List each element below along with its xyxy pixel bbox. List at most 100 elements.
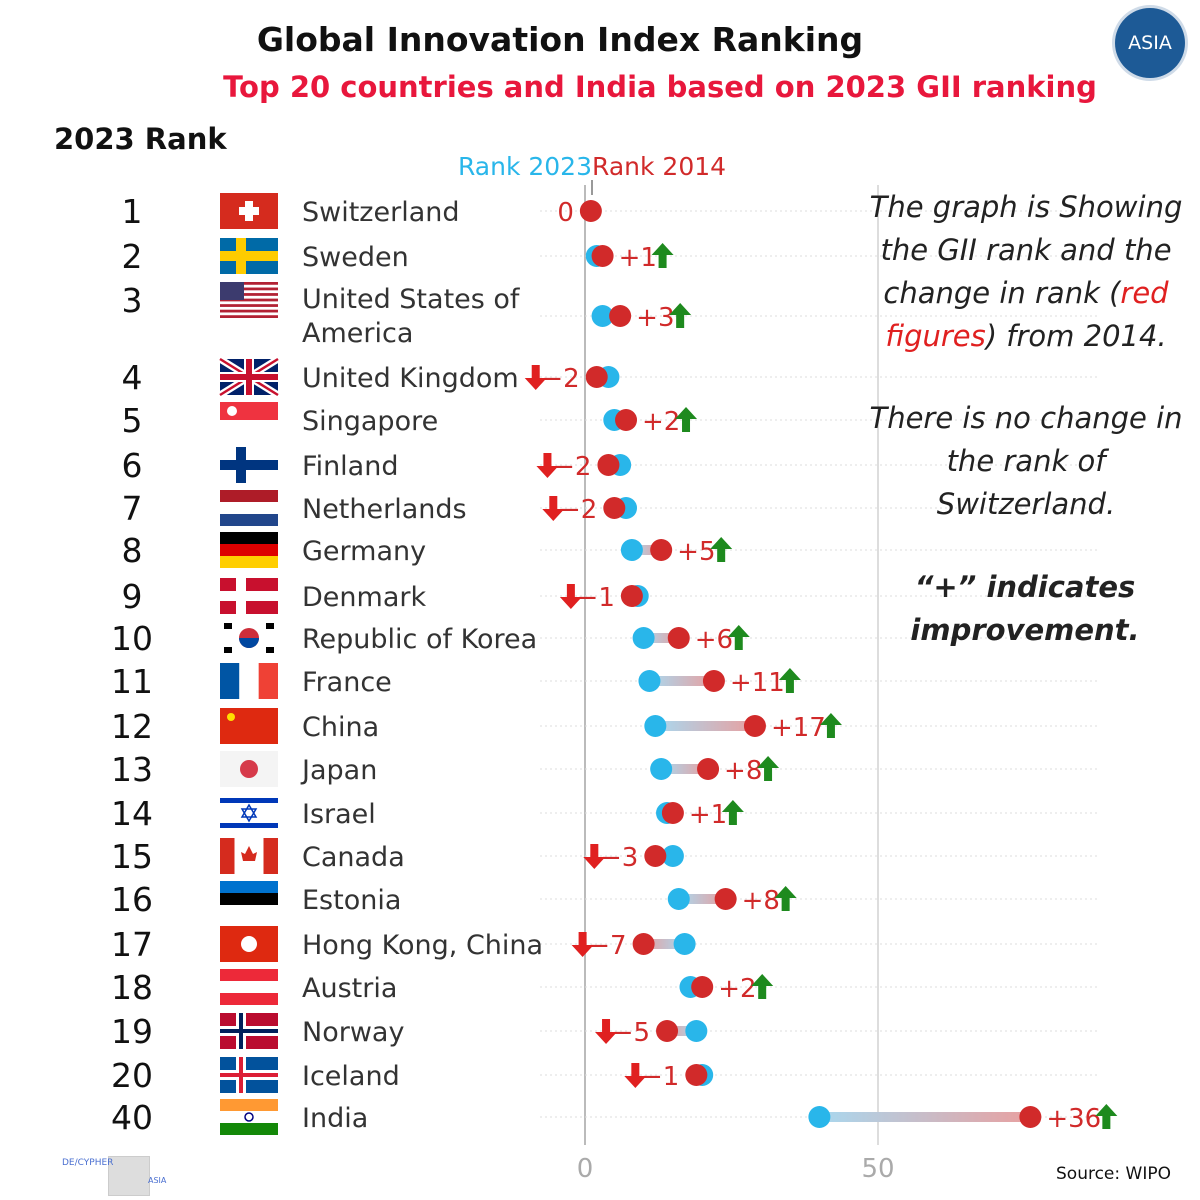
flag-part xyxy=(239,663,259,699)
flag-part xyxy=(258,663,278,699)
arrow-up-icon xyxy=(669,303,692,328)
change-label: +2 xyxy=(718,974,756,1004)
country-label: United Kingdom xyxy=(302,363,519,394)
country-label: Sweden xyxy=(302,242,409,273)
flag-part xyxy=(239,207,259,215)
rank-header: 2023 Rank xyxy=(54,122,227,156)
flag-part xyxy=(240,760,258,778)
flag-part xyxy=(220,838,235,874)
rank-label: 14 xyxy=(111,794,153,833)
rank-2023-dot xyxy=(667,888,690,910)
flag-part xyxy=(220,420,278,438)
flag-norway xyxy=(220,1013,278,1049)
flag-part xyxy=(220,298,278,302)
rank-2023-dot xyxy=(591,305,614,327)
rank-2023-dot xyxy=(808,1106,831,1128)
change-label: −1 xyxy=(641,1062,679,1092)
change-label: −5 xyxy=(612,1018,650,1048)
flag-part xyxy=(239,638,259,648)
change-label: +6 xyxy=(695,625,733,655)
arrow-up-icon xyxy=(710,537,733,562)
change-label: −3 xyxy=(600,843,638,873)
change-label: +3 xyxy=(636,303,674,333)
rank-label: 1 xyxy=(122,192,143,231)
arrow-up-icon xyxy=(819,713,842,738)
country-label: Canada xyxy=(302,842,405,873)
flag-part xyxy=(220,1123,278,1135)
note-explanation: The graph is Showing the GII rank and th… xyxy=(866,186,1186,358)
rank-2014-dot xyxy=(591,245,614,267)
flag-part xyxy=(241,936,257,952)
rank-2014-dot xyxy=(609,305,632,327)
arrow-up-icon xyxy=(721,800,744,825)
country-label: Iceland xyxy=(302,1061,400,1092)
flag-part xyxy=(249,838,264,874)
flag-part xyxy=(220,490,278,502)
rank-2014-dot xyxy=(603,497,626,519)
rank-2023-dot xyxy=(650,758,673,780)
rank-2014-dot xyxy=(644,845,667,867)
x-tick-label: 50 xyxy=(861,1154,894,1184)
flag-israel xyxy=(220,795,278,831)
flag-estonia xyxy=(220,881,278,917)
flag-part xyxy=(224,623,232,629)
watermark-right: ASIA xyxy=(148,1176,167,1185)
rank-2014-dot xyxy=(743,715,766,737)
change-label: −2 xyxy=(541,364,579,394)
flag-part xyxy=(220,293,278,296)
flag-part xyxy=(220,1099,278,1111)
change-label: −2 xyxy=(559,495,597,525)
rank-label: 20 xyxy=(111,1056,153,1095)
rank-2014-dot xyxy=(667,627,690,649)
rank-2023-dot xyxy=(685,1020,708,1042)
arrow-down-icon xyxy=(524,365,547,390)
chart-subtitle: Top 20 countries and India based on 2023… xyxy=(223,70,1097,104)
rank-2014-dot xyxy=(697,758,720,780)
change-label: +1 xyxy=(619,243,657,273)
rank-2023-dot xyxy=(620,539,643,561)
flag-part xyxy=(220,905,278,917)
change-label: +17 xyxy=(771,713,826,743)
flag-part xyxy=(263,838,278,874)
flag-denmark xyxy=(220,578,278,614)
change-label: +8 xyxy=(742,886,780,916)
rank-label: 9 xyxy=(122,577,143,616)
flag-part xyxy=(224,647,232,653)
rank-2023-dot xyxy=(638,670,661,692)
chart-title: Global Innovation Index Ranking xyxy=(256,20,864,59)
note-switzerland: There is no change in the rank of Switze… xyxy=(869,401,1183,521)
flag-part xyxy=(220,591,278,601)
flag-united-kingdom xyxy=(218,356,280,398)
flag-china xyxy=(220,708,278,744)
source-label: Source: WIPO xyxy=(1056,1164,1171,1184)
rank-label: 19 xyxy=(111,1012,153,1051)
rank-label: 13 xyxy=(111,750,153,789)
country-label: Austria xyxy=(302,973,397,1004)
rank-2014-dot xyxy=(650,539,673,561)
flag-part xyxy=(220,309,278,313)
flag-india xyxy=(220,1099,278,1135)
flag-part xyxy=(266,647,274,653)
arrow-up-icon xyxy=(651,243,674,268)
change-label: +8 xyxy=(724,756,762,786)
flag-iceland xyxy=(220,1057,278,1093)
country-label: Japan xyxy=(300,755,377,786)
rank-2014-dot xyxy=(691,976,714,998)
flag-part xyxy=(220,374,278,380)
rank-label: 2 xyxy=(122,237,143,276)
rank-2014-dot xyxy=(702,670,725,692)
flag-germany xyxy=(220,532,278,568)
rank-2014-dot xyxy=(1019,1106,1042,1128)
rank-label: 15 xyxy=(111,837,153,876)
rank-label: 6 xyxy=(122,446,143,485)
change-label: +36 xyxy=(1046,1104,1101,1134)
rank-2014-dot xyxy=(632,933,655,955)
arrow-up-icon xyxy=(778,668,801,693)
rank-label: 4 xyxy=(122,358,143,397)
country-label: Singapore xyxy=(302,406,438,437)
flag-part xyxy=(220,893,278,905)
rank-label: 5 xyxy=(122,401,143,440)
flag-part xyxy=(220,532,278,544)
flag-netherlands xyxy=(220,490,278,526)
arrow-down-icon xyxy=(583,844,606,869)
